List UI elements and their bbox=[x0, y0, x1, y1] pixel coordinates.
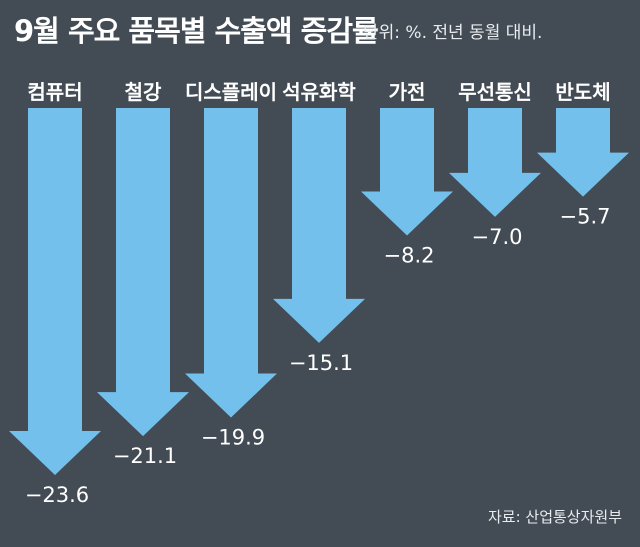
bar-arrow bbox=[185, 108, 277, 418]
value-label: −15.1 bbox=[289, 351, 353, 375]
bar-arrow bbox=[537, 108, 629, 197]
bar-arrow bbox=[273, 108, 365, 343]
chart-title: 9월 주요 품목별 수출액 증감률 bbox=[14, 14, 379, 48]
category-label: 석유화학 bbox=[282, 80, 356, 104]
bar-arrow bbox=[361, 108, 453, 236]
source-note: 자료: 산업통상자원부 bbox=[487, 508, 622, 526]
category-label: 디스플레이 bbox=[185, 80, 277, 104]
bar-arrow bbox=[9, 108, 101, 475]
category-label: 무선통신 bbox=[458, 80, 532, 104]
value-label: −19.9 bbox=[201, 425, 265, 449]
value-label: −8.2 bbox=[384, 244, 435, 268]
category-label: 가전 bbox=[389, 80, 426, 104]
bar-arrow bbox=[97, 108, 189, 437]
value-label: −23.6 bbox=[25, 483, 89, 507]
bar-arrow bbox=[449, 108, 541, 217]
value-label: −5.7 bbox=[560, 205, 611, 229]
chart-subtitle: 단위: %. 전년 동월 대비. bbox=[363, 23, 543, 43]
value-label: −7.0 bbox=[472, 225, 523, 249]
category-label: 반도체 bbox=[555, 80, 610, 104]
category-label: 컴퓨터 bbox=[27, 80, 82, 104]
value-label: −21.1 bbox=[113, 444, 177, 468]
category-label: 철강 bbox=[125, 80, 162, 104]
